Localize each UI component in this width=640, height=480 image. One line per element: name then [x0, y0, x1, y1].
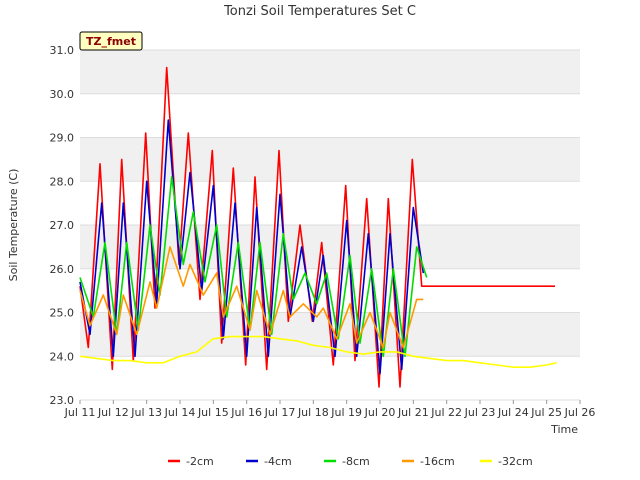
x-axis-ticks: Jul 11 Jul 12 Jul 13 Jul 14 Jul 15 Jul 16 Jul …	[64, 400, 596, 419]
y-tick-label: 28.0	[50, 175, 75, 188]
chart-title: Tonzi Soil Temperatures Set C	[223, 4, 416, 19]
tag-badge-box	[79, 31, 143, 51]
y-tick-label: 26.0	[50, 263, 75, 276]
y-axis-ticks: 23.0 24.0 25.0 26.0 27.0 28.0 29.0 30.0 31.0	[50, 44, 75, 407]
x-tick-label: Jul 14	[164, 406, 196, 419]
tag-badge: TZ_fmet	[79, 31, 143, 51]
y-axis-label: Soil Temperature (C)	[7, 169, 20, 282]
y-tick-label: 24.0	[50, 350, 75, 363]
y-tick-label: 27.0	[50, 219, 75, 232]
x-tick-label: Jul 15	[197, 406, 229, 419]
plot-band	[80, 137, 580, 182]
x-tick-label: Jul 17	[264, 406, 296, 419]
x-tick-label: Jul 23	[464, 406, 496, 419]
series-line-8cmcm	[79, 176, 428, 358]
x-tick-label: Jul 13	[130, 406, 162, 419]
x-tick-label: Jul 24	[497, 406, 529, 419]
legend-label: -8cm	[342, 455, 370, 468]
series-line-16cmcm	[79, 246, 424, 349]
x-tick-label: Jul 18	[297, 406, 329, 419]
legend-label: -2cm	[186, 455, 214, 468]
y-tick-label: 29.0	[50, 132, 75, 145]
x-axis-label: Time	[550, 423, 578, 436]
legend-label: -16cm	[420, 455, 455, 468]
legend-label: -32cm	[498, 455, 533, 468]
x-tick-label: Jul 22	[430, 406, 462, 419]
x-tick-label: Jul 19	[330, 406, 362, 419]
y-tick-label: 25.0	[50, 307, 75, 320]
x-tick-label: Jul 21	[397, 406, 429, 419]
legend-label: -4cm	[264, 455, 292, 468]
y-tick-label: 31.0	[50, 44, 75, 57]
x-tick-label: Jul 16	[230, 406, 262, 419]
plot-band	[80, 50, 580, 94]
x-tick-label: Jul 12	[97, 406, 129, 419]
series-line-4cmcm	[79, 119, 425, 375]
series-lines	[79, 66, 557, 388]
series-line-32cmcm	[79, 335, 557, 369]
x-tick-label: Jul 11	[64, 406, 96, 419]
y-tick-label: 23.0	[50, 394, 75, 407]
y-tick-label: 30.0	[50, 88, 75, 101]
tag-badge-text: TZ_fmet	[86, 35, 136, 48]
x-tick-label: Jul 25	[530, 406, 562, 419]
x-tick-label: Jul 26	[564, 406, 596, 419]
legend: -2cm -4cm -8cm -16cm -32cm	[168, 455, 533, 468]
x-tick-label: Jul 20	[364, 406, 396, 419]
